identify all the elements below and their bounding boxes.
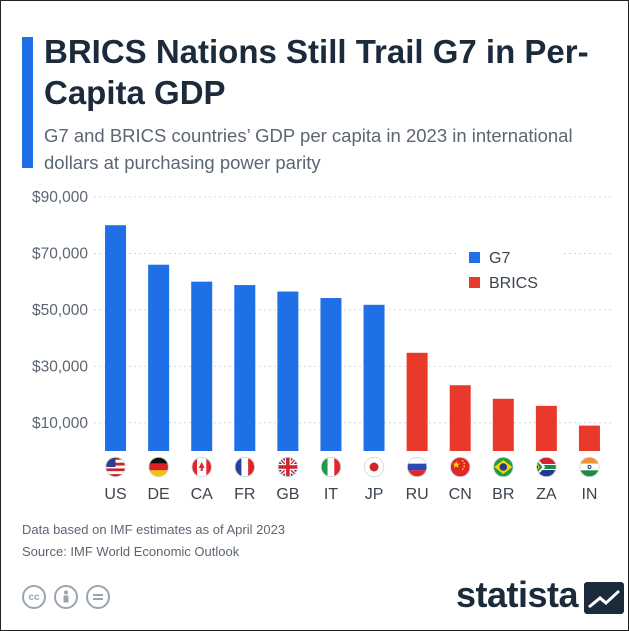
flag-za-icon (536, 456, 557, 478)
y-tick-label: $70,000 (32, 245, 88, 262)
x-tick-label: FR (234, 486, 255, 503)
attribution-icon[interactable] (54, 585, 78, 609)
license-icons: cc (22, 585, 110, 609)
bar-gb[interactable] (277, 291, 299, 451)
title-accent-bar (22, 37, 33, 168)
x-tick-label: ZA (536, 486, 557, 503)
x-tick-label: IN (581, 486, 597, 503)
flag-jp-icon (363, 456, 385, 478)
legend-swatch-g7 (469, 252, 480, 263)
chart-subtitle: G7 and BRICS countries’ GDP per capita i… (44, 125, 573, 173)
legend: G7 BRICS (456, 241, 564, 299)
flag-de-icon (148, 456, 169, 478)
legend-label-brics: BRICS (489, 275, 538, 292)
x-tick-label: US (104, 486, 126, 503)
bar-chart: $10,000 $30,000 $50,000 $70,000 $90,000 US DE C… (32, 189, 611, 503)
bar-ca[interactable] (191, 281, 213, 451)
legend-box (456, 241, 564, 299)
x-tick-label: DE (148, 486, 170, 503)
flag-it-icon (320, 456, 342, 478)
legend-swatch-brics (469, 277, 480, 288)
data-note: Data based on IMF estimates as of April … (22, 522, 286, 537)
flag-in-icon (579, 456, 600, 478)
no-derivatives-icon[interactable] (86, 585, 110, 609)
bar-ru[interactable] (406, 352, 428, 451)
x-tick-label: CA (191, 486, 214, 503)
y-tick-label: $90,000 (32, 189, 88, 206)
flag-us-icon (105, 456, 126, 478)
bar-jp[interactable] (363, 304, 385, 451)
flag-gb-icon (277, 456, 298, 478)
bar-cn[interactable] (449, 385, 471, 451)
chart-title: BRICS Nations Still Trail G7 in Per-Capi… (44, 33, 589, 111)
x-tick-label: IT (324, 486, 338, 503)
y-tick-label: $50,000 (32, 302, 88, 319)
x-tick-label: BR (492, 486, 514, 503)
x-tick-label: RU (406, 486, 429, 503)
bar-it[interactable] (320, 298, 342, 451)
flag-ca-icon (191, 456, 212, 478)
bar-br[interactable] (492, 398, 514, 451)
flag-ru-icon (407, 456, 428, 478)
statista-logo-icon (584, 582, 625, 614)
bar-in[interactable] (578, 425, 600, 451)
y-tick-label: $30,000 (32, 358, 88, 375)
flag-br-icon (493, 456, 514, 478)
y-tick-label: $10,000 (32, 415, 88, 432)
x-tick-label: GB (276, 486, 299, 503)
cc-icon[interactable]: cc (22, 585, 46, 609)
bar-de[interactable] (148, 264, 170, 451)
flag-fr-icon (234, 456, 255, 478)
x-tick-label: CN (449, 486, 472, 503)
bar-fr[interactable] (234, 285, 256, 451)
legend-label-g7: G7 (489, 250, 510, 267)
flag-cn-icon (450, 456, 471, 478)
statista-logo[interactable]: statista (456, 574, 625, 616)
bar-us[interactable] (105, 225, 127, 451)
source-note: Source: IMF World Economic Outlook (22, 544, 240, 559)
bar-za[interactable] (535, 405, 557, 451)
x-tick-label: JP (365, 486, 384, 503)
brand-name: statista (456, 574, 579, 615)
